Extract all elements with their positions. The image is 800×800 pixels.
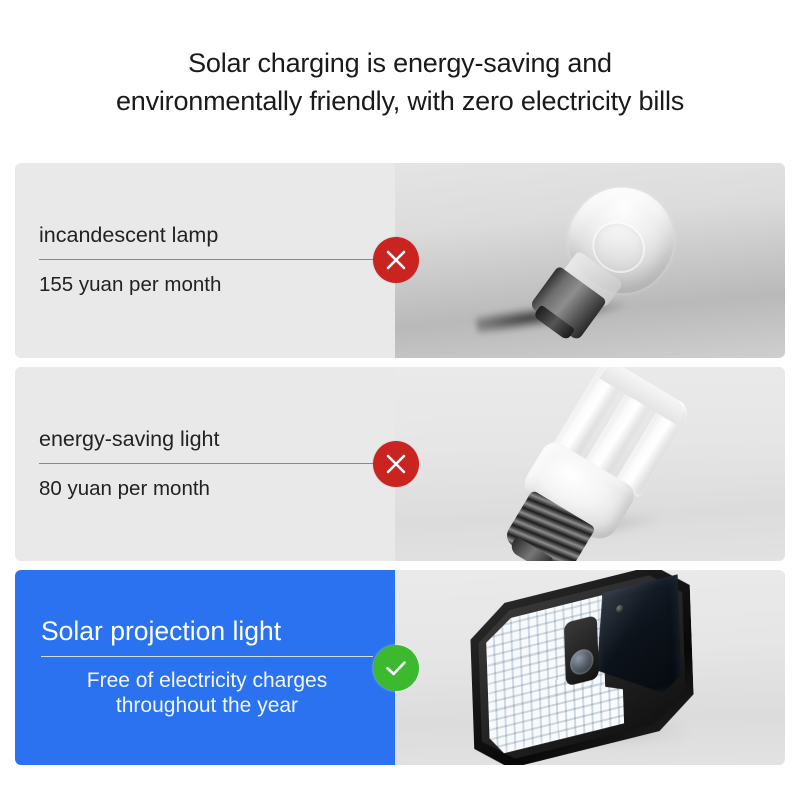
verdict-badge-cross: [373, 441, 419, 487]
page-title-line-1: Solar charging is energy-saving and: [188, 48, 612, 78]
cfl-bulb-icon: [452, 366, 752, 562]
product-photo-incandescent-bulb: [395, 163, 785, 358]
check-icon: [386, 660, 406, 675]
comparison-table: incandescent lamp 155 yuan per month: [15, 163, 785, 766]
divider: [39, 462, 373, 464]
product-cost: 155 yuan per month: [39, 272, 222, 296]
page-title-line-2: environmentally friendly, with zero elec…: [115, 86, 685, 116]
page-title: Solar charging is energy-saving and envi…: [0, 0, 800, 120]
verdict-badge-check: [373, 644, 419, 691]
comparison-row-energy-saving-light[interactable]: energy-saving light 80 yuan per month: [15, 366, 785, 562]
divider: [39, 258, 373, 260]
pir-motion-sensor: [563, 614, 600, 687]
comparison-row-solar-projection-light[interactable]: Solar projection light Free of electrici…: [15, 570, 785, 766]
product-name: energy-saving light: [39, 426, 220, 451]
cross-icon: [386, 454, 406, 474]
product-cost: 80 yuan per month: [39, 476, 210, 500]
product-name: Solar projection light: [41, 616, 282, 647]
product-cost: Free of electricity charges throughout t…: [86, 668, 328, 718]
row-info-panel: incandescent lamp 155 yuan per month: [15, 163, 395, 358]
solar-projection-light-icon: [455, 578, 725, 758]
cross-icon: [386, 251, 406, 270]
row-info-panel: energy-saving light 80 yuan per month: [15, 366, 395, 562]
product-photo-cfl-bulb: [395, 366, 785, 562]
verdict-badge-cross: [373, 237, 419, 284]
row-info-panel-featured: Solar projection light Free of electrici…: [15, 570, 395, 766]
incandescent-bulb-icon: [446, 167, 746, 350]
cfl-body: [470, 366, 737, 562]
product-name: incandescent lamp: [39, 223, 219, 248]
comparison-row-incandescent-lamp[interactable]: incandescent lamp 155 yuan per month: [15, 163, 785, 358]
product-photo-solar-projection-light: [395, 570, 785, 766]
divider: [41, 655, 373, 657]
